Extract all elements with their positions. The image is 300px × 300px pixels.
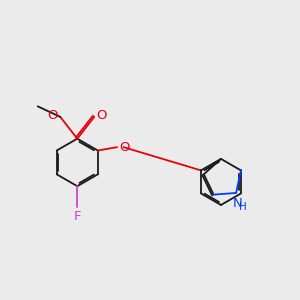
Text: N: N [233,197,242,210]
Text: H: H [239,202,247,212]
Text: O: O [119,141,130,154]
Text: F: F [74,210,81,223]
Text: O: O [48,109,58,122]
Text: O: O [96,109,107,122]
